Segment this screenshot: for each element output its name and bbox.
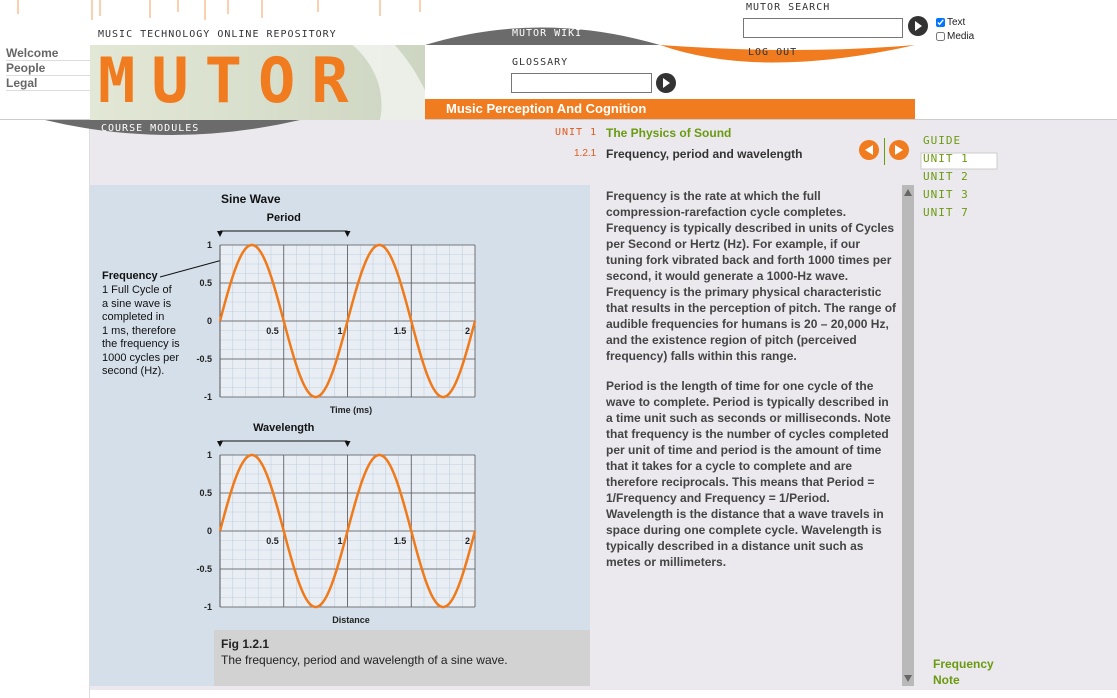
x-tick-label: 1 <box>337 536 342 546</box>
y-tick-label: -0.5 <box>196 354 212 364</box>
annotation-line: 1 Full Cycle of <box>102 284 172 296</box>
side-nav-link[interactable]: GUIDE <box>923 134 962 147</box>
tagline: MUSIC TECHNOLOGY ONLINE REPOSITORY <box>98 29 337 40</box>
y-tick-label: 1 <box>207 240 212 250</box>
nav-link[interactable]: Welcome <box>6 46 90 61</box>
side-nav-highlight <box>920 152 998 170</box>
annotation-line: second (Hz). <box>102 365 165 377</box>
arrow <box>895 145 903 155</box>
bracket-label: Wavelength <box>253 422 315 434</box>
section-number: 1.2.1 <box>574 148 597 159</box>
side-note[interactable]: Note <box>933 673 960 687</box>
x-tick-label: 0.5 <box>266 326 279 336</box>
figure-title: Sine Wave <box>221 192 281 206</box>
paragraph: Frequency is the rate at which the full … <box>606 189 897 363</box>
bracket-arrow <box>217 231 223 237</box>
search-label: MUTOR SEARCH <box>746 2 831 13</box>
x-axis-label: Time (ms) <box>330 405 372 415</box>
x-tick-label: 2 <box>465 326 470 336</box>
scroll-up[interactable] <box>904 189 912 196</box>
bracket-label: Period <box>267 212 301 224</box>
y-tick-label: -1 <box>204 392 212 402</box>
checkbox-media[interactable]: Media <box>936 31 974 42</box>
checkbox[interactable] <box>936 31 945 41</box>
scrollbar[interactable] <box>902 185 914 686</box>
nav-link[interactable]: People <box>6 61 90 76</box>
side-note[interactable]: Frequency <box>933 657 994 671</box>
checkbox[interactable] <box>936 17 945 27</box>
modules-link[interactable]: COURSE MODULES <box>101 123 200 134</box>
side-nav-link[interactable]: UNIT 1 <box>923 152 969 165</box>
go-arrow <box>915 21 922 31</box>
arrow <box>865 145 873 155</box>
wiki-tab <box>425 27 660 45</box>
course-title: Music Perception And Cognition <box>446 101 647 116</box>
caption-bg <box>214 630 590 686</box>
swoosh <box>300 14 425 120</box>
annotation-line: 1000 cycles per <box>102 351 180 364</box>
glossary-input[interactable] <box>511 73 652 93</box>
wiki-link[interactable]: MUTOR WIKI <box>512 28 583 39</box>
section-title: Frequency, period and wavelength <box>606 147 803 161</box>
checkbox-label: Text <box>947 17 966 28</box>
top-lines <box>17 0 421 20</box>
y-tick-label: 0 <box>207 526 212 536</box>
annotation-line: the frequency is <box>102 338 180 350</box>
glossary-label: GLOSSARY <box>512 57 569 68</box>
annotation: 1 Full Cycle of a sine wave is completed i… <box>102 284 180 379</box>
go-arrow <box>663 78 670 88</box>
x-tick-label: 1 <box>337 326 342 336</box>
bracket-arrow <box>344 231 351 237</box>
x-tick-label: 2 <box>465 536 470 546</box>
unit-label: UNIT 1 <box>555 127 598 138</box>
annotation-title: Frequency <box>102 270 158 282</box>
side-nav-link[interactable]: UNIT 3 <box>923 188 969 201</box>
side-nav-link[interactable]: UNIT 7 <box>923 206 969 219</box>
annotation-line: 1 ms, therefore <box>102 324 176 337</box>
caption: The frequency, period and wavelength of … <box>221 653 508 667</box>
x-tick-label: 1.5 <box>394 536 407 546</box>
course-bar <box>425 99 915 119</box>
paragraph: Period is the length of time for one cyc… <box>606 379 891 569</box>
x-tick-label: 1.5 <box>394 326 407 336</box>
scroll-down[interactable] <box>904 675 912 682</box>
y-tick-label: 0 <box>207 316 212 326</box>
nav-link[interactable]: Legal <box>6 76 90 91</box>
sine-curve <box>218 453 477 609</box>
y-tick-label: 0.5 <box>199 488 212 498</box>
logout-link[interactable]: LOG OUT <box>748 47 798 58</box>
x-axis-label: Distance <box>332 615 370 625</box>
bracket-arrow <box>344 441 351 447</box>
annotation-line: a sine wave is <box>102 297 172 310</box>
checkbox-label: Media <box>947 31 975 42</box>
bracket-arrow <box>217 441 223 447</box>
y-tick-label: -1 <box>204 602 212 612</box>
sine-curve <box>218 243 477 399</box>
logo[interactable]: mutor <box>98 44 365 117</box>
y-tick-label: -0.5 <box>196 564 212 574</box>
y-tick-label: 0.5 <box>199 278 212 288</box>
caption-title: Fig 1.2.1 <box>221 637 270 651</box>
unit-title: The Physics of Sound <box>606 126 732 140</box>
search-input[interactable] <box>743 18 903 38</box>
checkbox-text[interactable]: Text <box>936 17 965 28</box>
x-tick-label: 0.5 <box>266 536 279 546</box>
side-nav-link[interactable]: UNIT 2 <box>923 170 969 183</box>
logout-swoosh <box>660 45 915 63</box>
annotation-line: completed in <box>102 311 165 323</box>
y-tick-label: 1 <box>207 450 212 460</box>
modules-tab <box>45 120 300 135</box>
